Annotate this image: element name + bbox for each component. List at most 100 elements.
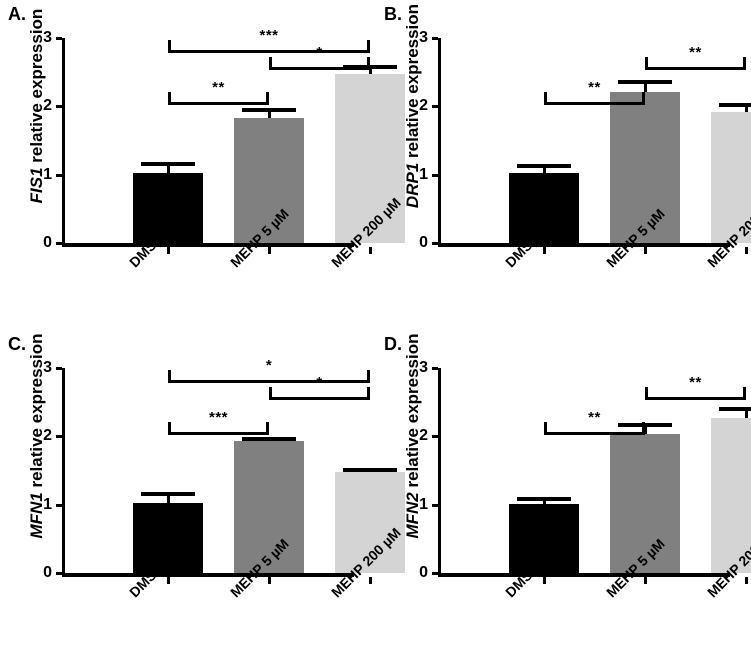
x-axis-tick — [369, 247, 372, 254]
y-axis-tick-label: 0 — [43, 564, 52, 581]
x-axis-tick — [644, 577, 647, 584]
bracket-left-tick — [168, 422, 171, 435]
bracket-line — [168, 432, 269, 435]
y-axis-tick-label: 2 — [419, 427, 428, 445]
bar — [509, 503, 579, 573]
y-axis-tick-label: 1 — [419, 495, 428, 513]
bracket-right-tick — [743, 387, 746, 400]
significance-stars: * — [316, 44, 323, 61]
bracket-left-tick — [645, 57, 648, 70]
significance-bracket — [269, 57, 370, 70]
y-axis-tick — [432, 173, 438, 177]
x-axis-tick — [543, 577, 546, 584]
bracket-line — [168, 102, 269, 105]
y-axis-tick — [432, 572, 438, 575]
significance-bracket — [168, 422, 269, 435]
y-axis-line — [438, 38, 441, 245]
y-axis-tick-label: 2 — [43, 427, 52, 445]
significance-bracket — [544, 92, 645, 105]
bracket-line — [269, 67, 370, 70]
x-axis-line — [62, 573, 354, 577]
bar — [711, 417, 751, 573]
bracket-right-tick — [367, 40, 370, 53]
x-axis-line — [62, 243, 354, 247]
error-bar-stem — [167, 164, 170, 173]
y-axis-tick — [56, 367, 62, 370]
error-bar-stem — [644, 82, 647, 92]
y-axis-tick-label: 0 — [43, 234, 52, 251]
y-axis-tick — [432, 367, 438, 370]
y-axis-tick — [432, 435, 438, 439]
x-axis-tick — [268, 577, 271, 584]
bracket-right-tick — [266, 422, 269, 435]
significance-stars: ** — [689, 44, 702, 61]
significance-bracket — [269, 387, 370, 400]
error-bar-stem — [543, 498, 546, 504]
bracket-line — [168, 380, 370, 383]
y-axis-tick-label: 2 — [419, 97, 428, 115]
panel-letter: C. — [8, 334, 26, 354]
error-bar-cap — [141, 492, 195, 497]
bracket-right-tick — [367, 57, 370, 70]
plot-area: 0 1 2 3 DMSO MEHP 5 µM MEHP 200 µM * * *** — [43, 358, 405, 600]
y-axis-tick — [432, 503, 438, 507]
bar — [711, 111, 751, 243]
error-bar-stem — [644, 425, 647, 435]
bar — [610, 91, 680, 243]
significance-bracket — [645, 387, 746, 400]
bar — [335, 73, 405, 243]
y-axis-label-suffix: relative expression — [403, 333, 422, 493]
error-bar-stem — [745, 409, 748, 418]
y-axis-line — [62, 368, 65, 575]
y-axis-tick-label: 1 — [419, 165, 428, 183]
bracket-right-tick — [642, 422, 645, 435]
y-axis-label-suffix: relative expression — [403, 3, 422, 163]
bracket-right-tick — [367, 370, 370, 383]
significance-bracket — [168, 40, 370, 53]
error-bar-cap — [343, 65, 397, 70]
bracket-line — [269, 397, 370, 400]
y-axis-tick-label: 3 — [419, 359, 428, 376]
y-axis-tick — [432, 37, 438, 40]
y-axis-tick-label: 3 — [43, 29, 52, 46]
error-bar-stem — [543, 165, 546, 174]
x-axis-tick — [167, 577, 170, 584]
significance-stars: * — [316, 374, 323, 391]
significance-stars: ** — [588, 409, 601, 426]
plot-area: 0 1 2 3 DMSO MEHP 5 µM MEHP 200 µM *** * ** — [43, 28, 405, 270]
significance-stars: *** — [259, 27, 279, 44]
error-bar-cap — [618, 80, 672, 85]
y-axis-line — [438, 368, 441, 575]
bar — [509, 173, 579, 243]
error-bar-stem — [268, 109, 271, 118]
bar — [610, 434, 680, 573]
panel-letter: A. — [8, 4, 26, 24]
bracket-left-tick — [168, 92, 171, 105]
bracket-right-tick — [642, 92, 645, 105]
bar — [133, 502, 203, 573]
bracket-line — [168, 50, 370, 53]
error-bar-stem — [369, 67, 372, 74]
error-bar-cap — [517, 496, 571, 501]
y-axis-tick — [56, 242, 62, 245]
y-axis-tick-label: 3 — [43, 359, 52, 376]
bar — [234, 117, 304, 243]
y-axis-tick — [56, 37, 62, 40]
significance-bracket — [168, 92, 269, 105]
y-axis-tick-label: 1 — [43, 495, 52, 513]
x-axis-tick — [268, 247, 271, 254]
error-bar-cap — [242, 437, 296, 442]
significance-bracket — [168, 370, 370, 383]
bracket-right-tick — [367, 387, 370, 400]
x-axis-tick — [644, 247, 647, 254]
bracket-line — [544, 102, 645, 105]
x-axis-tick — [745, 577, 748, 584]
panel-a: A. FIS1 relative expression 0 1 2 3 DMSO MEHP 5… — [0, 0, 405, 330]
error-bar-cap — [242, 107, 296, 112]
x-axis-tick — [369, 577, 372, 584]
bar — [234, 441, 304, 573]
x-axis-tick — [745, 247, 748, 254]
bar — [335, 471, 405, 573]
bracket-line — [645, 397, 746, 400]
